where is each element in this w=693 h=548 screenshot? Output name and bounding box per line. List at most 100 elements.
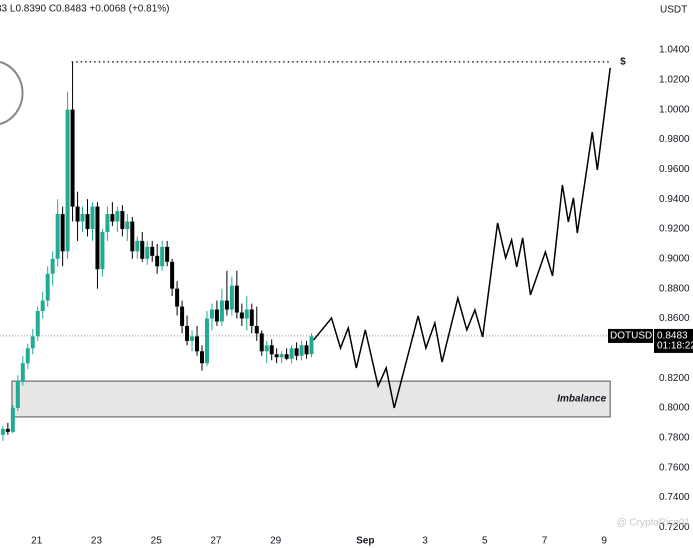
candle-body: [234, 285, 239, 313]
y-tick-label: 0.9200: [659, 224, 690, 235]
candle-body: [65, 109, 70, 252]
candle-body: [299, 345, 304, 356]
candle-body: [130, 221, 135, 252]
candle-body: [249, 309, 254, 326]
x-tick-label: 23: [91, 536, 103, 547]
candle-body: [110, 214, 115, 222]
candle-body: [15, 381, 20, 408]
y-tick-label: 0.8000: [659, 403, 690, 414]
candle-body: [254, 325, 259, 334]
candle-body: [115, 211, 120, 222]
candle-body: [75, 206, 80, 222]
candle-body: [105, 214, 110, 232]
imbalance-label: Imbalance: [557, 394, 606, 405]
candle-body: [10, 407, 15, 432]
candle-body: [5, 428, 10, 432]
x-tick-label: 9: [601, 536, 607, 547]
candle-body: [259, 333, 264, 352]
candle-body: [160, 246, 165, 267]
candle-body: [20, 363, 25, 382]
candle-body: [204, 318, 209, 364]
avatar-edge: [0, 61, 24, 125]
candle-body: [195, 336, 200, 352]
candle-body: [304, 345, 309, 355]
candle-body: [100, 231, 105, 270]
countdown-label: 01:18:22: [657, 341, 693, 352]
candle-body: [0, 428, 5, 435]
candle-body: [279, 354, 284, 358]
x-tick-label: 29: [270, 536, 282, 547]
candle-body: [214, 309, 219, 322]
ohlc-header: 33 L0.8390 C0.8483 +0.0068 (+0.81%): [0, 4, 169, 15]
candle-body: [50, 258, 55, 274]
y-tick-label: 0.8600: [659, 313, 690, 324]
candle-body: [165, 246, 170, 262]
x-tick-label: 21: [31, 536, 43, 547]
candle-body: [35, 311, 40, 337]
candle-body: [269, 345, 274, 355]
candle-body: [209, 309, 214, 319]
candle-body: [219, 300, 224, 322]
candle-body: [145, 246, 150, 259]
candle-body: [180, 306, 185, 326]
y-tick-label: 0.9000: [659, 253, 690, 264]
candle-body: [274, 354, 279, 358]
y-unit: USDT: [660, 5, 687, 16]
x-tick-label: 3: [422, 536, 428, 547]
candle-body: [40, 300, 45, 312]
price-box: [654, 328, 693, 353]
y-tick-label: 0.7600: [659, 462, 690, 473]
candle-body: [120, 211, 125, 229]
watermark: @ CryptoRise01: [616, 518, 690, 529]
dollar-sign: $: [620, 57, 626, 68]
y-tick-label: 0.8800: [659, 283, 690, 294]
candle-body: [90, 206, 95, 229]
y-tick-label: 0.9600: [659, 164, 690, 175]
y-tick-label: 1.0400: [659, 45, 690, 56]
candle-body: [45, 273, 50, 301]
candle-body: [140, 240, 145, 259]
candle-body: [190, 336, 195, 341]
candle-body: [289, 348, 294, 359]
candle-body: [135, 240, 140, 252]
candle-body: [70, 109, 75, 207]
candle-body: [85, 214, 90, 229]
candle-body: [150, 246, 155, 256]
y-tick-label: 0.7200: [659, 522, 690, 533]
x-tick-label: 25: [151, 536, 163, 547]
candle-body: [264, 345, 269, 352]
price-label: 0.8483: [657, 331, 688, 342]
candle-body: [224, 300, 229, 310]
candle-body: [244, 309, 249, 319]
y-tick-label: 0.8200: [659, 373, 690, 384]
candle-body: [30, 336, 35, 349]
y-tick-label: 0.9800: [659, 134, 690, 145]
x-tick-label: 27: [210, 536, 222, 547]
imbalance-zone: [11, 380, 611, 418]
candle-body: [95, 206, 100, 270]
candle-body: [239, 312, 244, 319]
candle-body: [55, 214, 60, 259]
candle-body: [155, 255, 160, 267]
x-tick-label: 7: [542, 536, 548, 547]
candle-body: [60, 214, 65, 252]
candle-body: [185, 325, 190, 341]
symbol-box: [608, 328, 653, 343]
candle-body: [125, 221, 130, 229]
candle-body: [284, 354, 289, 359]
y-tick-label: 0.7400: [659, 492, 690, 503]
candle-body: [175, 288, 180, 307]
candle-body: [170, 261, 175, 289]
x-tick-label: Sep: [356, 536, 374, 547]
candle-body: [309, 336, 314, 355]
y-tick-label: 1.0000: [659, 104, 690, 115]
y-tick-label: 1.0200: [659, 74, 690, 85]
y-tick-label: 0.7800: [659, 432, 690, 443]
candle-body: [294, 348, 299, 356]
candle-body: [25, 348, 30, 364]
candle-body: [199, 351, 204, 364]
candle-body: [229, 285, 234, 310]
projection-line: [313, 67, 611, 409]
